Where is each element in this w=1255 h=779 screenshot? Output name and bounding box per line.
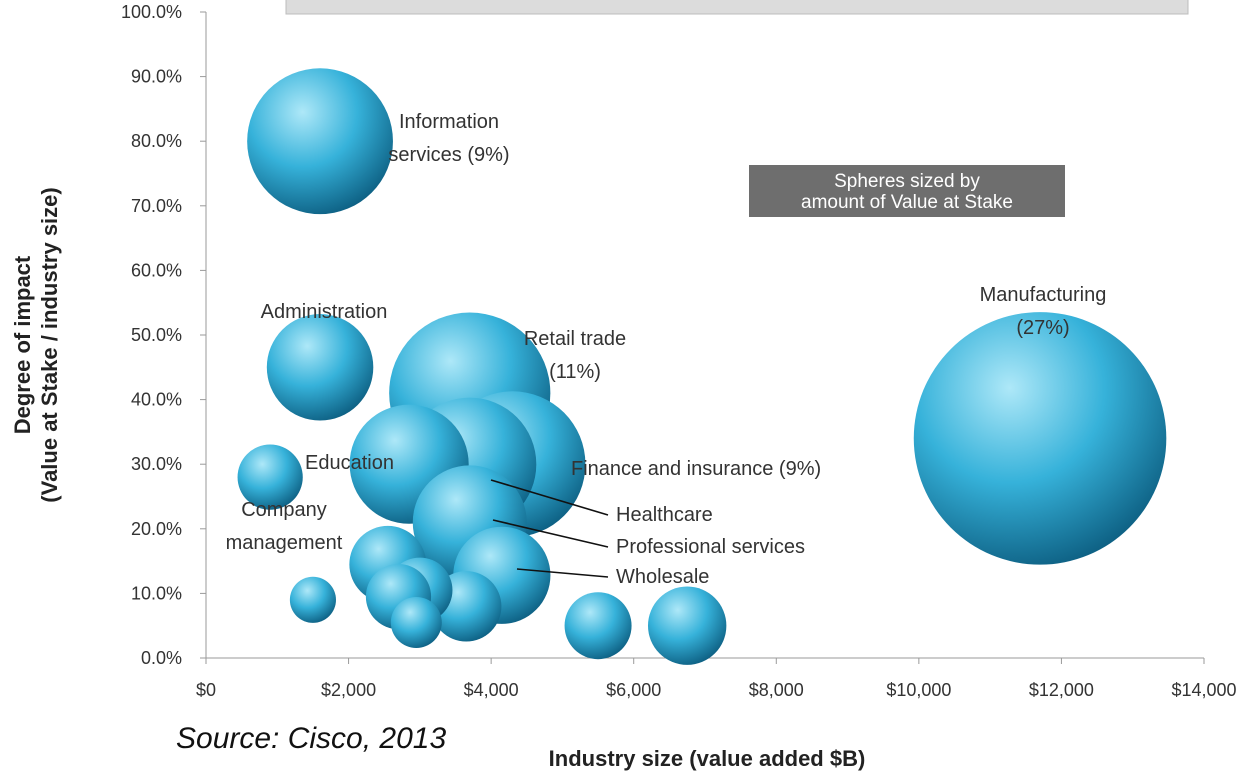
bubble: [247, 68, 393, 215]
x-tick-label: $4,000: [464, 680, 519, 700]
y-tick-label: 40.0%: [131, 390, 182, 410]
bubble-label: Healthcare: [616, 504, 713, 526]
bubble: [237, 444, 303, 510]
bubble: [647, 586, 727, 665]
bubble-label: Retail trade: [524, 328, 626, 350]
label-leader-line: [516, 568, 609, 578]
bubble-label: management: [226, 532, 343, 554]
header-bar: [285, 0, 1189, 15]
size-note-line-1: Spheres sized by: [834, 171, 980, 192]
x-tick-label: $2,000: [321, 680, 376, 700]
size-note-line-2: amount of Value at Stake: [801, 192, 1013, 213]
x-tick-label: $10,000: [886, 680, 951, 700]
bubble-label: Finance and insurance (9%): [571, 458, 821, 480]
y-tick-label: 80.0%: [131, 131, 182, 151]
bubble-label: (11%): [549, 361, 601, 383]
source-note: Source: Cisco, 2013: [176, 722, 447, 755]
label-leader-line: [490, 479, 609, 516]
bubble-label: Information: [399, 111, 499, 133]
x-tick-label: $8,000: [749, 680, 804, 700]
bubble-label: services (9%): [388, 144, 509, 166]
bubble: [266, 314, 374, 421]
x-tick-label: $14,000: [1171, 680, 1236, 700]
y-tick-label: 70.0%: [131, 196, 182, 216]
y-axis-title-line-1: Degree of impact: [10, 255, 35, 434]
y-tick-label: 60.0%: [131, 260, 182, 280]
x-tick-label: $6,000: [606, 680, 661, 700]
label-leader-line: [492, 519, 609, 548]
x-tick-label: $12,000: [1029, 680, 1094, 700]
bubble-label: (27%): [1016, 317, 1069, 339]
bubble-label: Education: [305, 452, 394, 474]
y-tick-label: 0.0%: [141, 648, 182, 668]
y-tick-label: 50.0%: [131, 325, 182, 345]
bubble-label: Company: [241, 499, 327, 521]
bubble: [913, 312, 1167, 565]
bubble: [564, 592, 632, 660]
y-axis-title-line-2: (Value at Stake / industry size): [37, 187, 62, 502]
bubble-label: Professional services: [616, 536, 805, 558]
y-tick-label: 90.0%: [131, 67, 182, 87]
y-tick-label: 100.0%: [121, 2, 182, 22]
bubble: [390, 596, 442, 648]
bubble-label: Wholesale: [616, 566, 709, 588]
y-tick-label: 10.0%: [131, 583, 182, 603]
bubble-label: Administration: [261, 301, 388, 323]
x-axis-title: Industry size (value added $B): [549, 746, 866, 771]
size-note-box: [749, 165, 1065, 217]
size-note: Spheres sized by amount of Value at Stak…: [749, 165, 1065, 217]
bubble-label: Manufacturing: [980, 284, 1107, 306]
bubble: [289, 576, 336, 623]
y-tick-label: 30.0%: [131, 454, 182, 474]
y-tick-label: 20.0%: [131, 519, 182, 539]
x-tick-label: $0: [196, 680, 216, 700]
